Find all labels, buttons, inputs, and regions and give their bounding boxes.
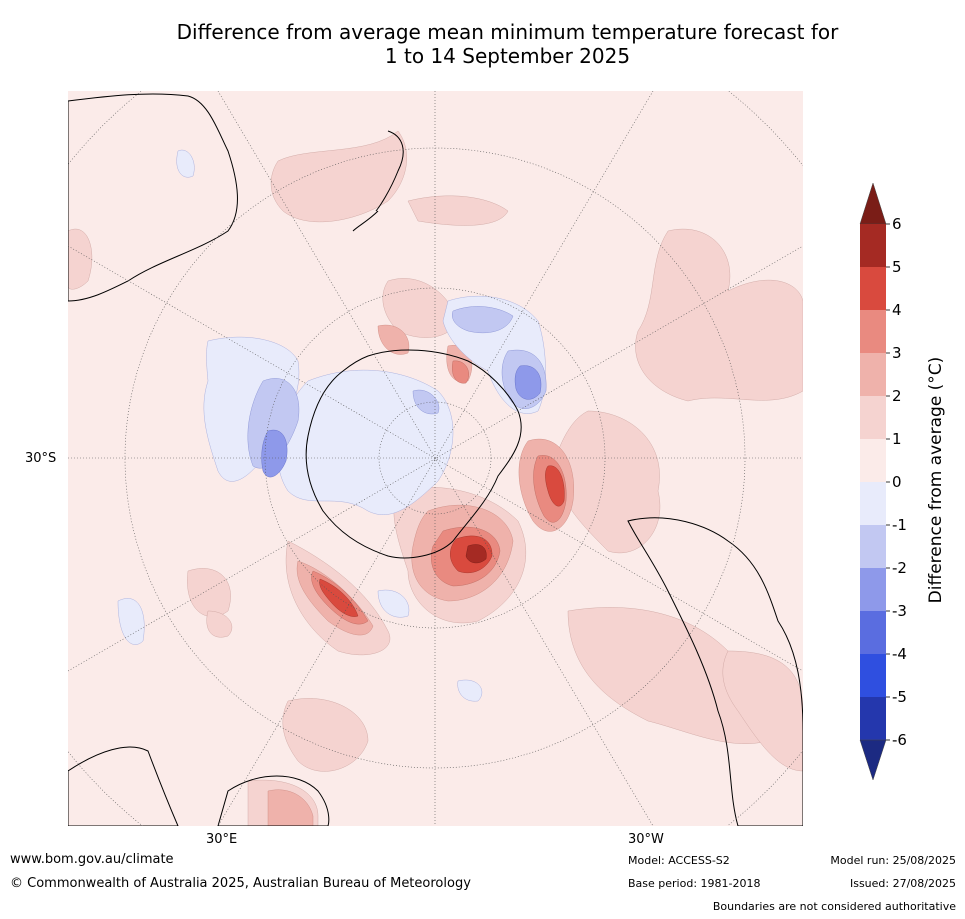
colorbar-swatch-m3tom2 (860, 568, 886, 611)
map-panel (68, 91, 803, 826)
title-line-2: 1 to 14 September 2025 (384, 44, 631, 68)
antarctica-coastline (305, 349, 522, 559)
colorbar-tick-label: -5 (892, 688, 907, 706)
colorbar-swatch-0to1 (860, 439, 886, 482)
colorbar-tick-label: 3 (892, 344, 902, 362)
footer-base-period: Base period: 1981-2018 (628, 877, 761, 890)
footer-model-run: Model run: 25/08/2025 (830, 854, 956, 867)
colorbar-label: Difference from average (°C) (926, 357, 946, 604)
new-zealand-coastline (352, 130, 404, 232)
colorbar-swatch-m5tom4 (860, 654, 886, 697)
colorbar-tick-label: 4 (892, 301, 902, 319)
colorbar: 6 5 4 3 2 1 0 -1 -2 -3 -4 -5 -6 Difference from aver… (859, 182, 946, 781)
graticule (68, 91, 803, 826)
lat-label-30s: 30°S (25, 451, 57, 466)
colorbar-tick-label: -2 (892, 559, 907, 577)
colorbar-swatch-3to4 (860, 310, 886, 353)
colorbar-tick-label: 2 (892, 387, 902, 405)
africa-coastline (68, 746, 330, 826)
colorbar-swatch-m4tom3 (860, 611, 886, 654)
footer-url[interactable]: www.bom.gov.au/climate (10, 852, 174, 867)
footer-copyright: © Commonwealth of Australia 2025, Austra… (10, 876, 471, 891)
colorbar-extend-top (859, 182, 887, 225)
colorbar-extend-bottom (859, 739, 887, 781)
colorbar-tick-label: -3 (892, 602, 907, 620)
chart-title: Difference from average mean minimum tem… (0, 20, 965, 68)
anomaly-5to6-patches (465, 544, 487, 564)
colorbar-swatch-1to2 (860, 396, 886, 439)
colorbar-tick-label: 0 (892, 473, 902, 491)
colorbar-tick-label: 6 (892, 215, 902, 233)
south-america-coastline (627, 517, 803, 826)
colorbar-swatches (859, 182, 887, 781)
colorbar-swatch-m1to0 (860, 482, 886, 525)
lon-label-30e: 30°E (206, 832, 238, 847)
footer-model: Model: ACCESS-S2 (628, 854, 730, 867)
anomaly-m3tom2-patches (261, 365, 542, 478)
colorbar-swatch-m6tom5 (860, 697, 886, 740)
title-line-1: Difference from average mean minimum tem… (176, 20, 839, 44)
colorbar-tick-label: -4 (892, 645, 907, 663)
colorbar-tick-label: 5 (892, 258, 902, 276)
lon-label-30w: 30°W (628, 832, 664, 847)
colorbar-ticks: 6 5 4 3 2 1 0 -1 -2 -3 -4 -5 -6 (886, 215, 907, 749)
colorbar-tick-label: -1 (892, 516, 907, 534)
australia-coastline (68, 93, 238, 302)
colorbar-swatch-2to3 (860, 353, 886, 396)
colorbar-tick-label: 1 (892, 430, 902, 448)
colorbar-swatch-m2tom1 (860, 525, 886, 568)
footer-issued: Issued: 27/08/2025 (849, 877, 956, 890)
colorbar-swatch-4to5 (860, 267, 886, 310)
footer-disclaimer: Boundaries are not considered authoritat… (712, 900, 956, 913)
colorbar-swatch-5to6 (860, 224, 886, 267)
colorbar-tick-label: -6 (892, 731, 907, 749)
